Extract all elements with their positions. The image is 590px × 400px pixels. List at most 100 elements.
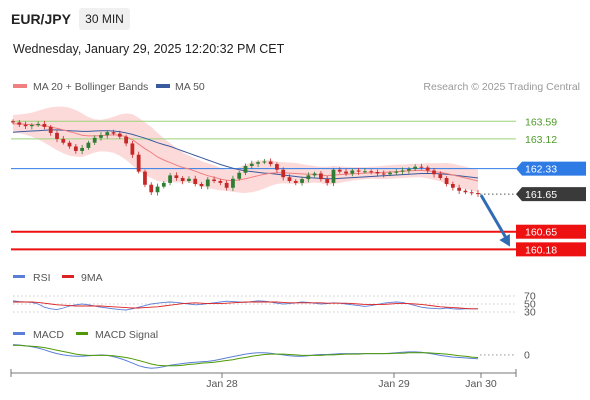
candle-body	[86, 142, 91, 148]
candle-body	[381, 173, 386, 175]
current-price-badge	[516, 187, 586, 202]
timeframe-badge[interactable]	[79, 8, 130, 30]
macd-panel: 0	[12, 344, 530, 369]
candle-body	[55, 132, 59, 139]
pivot-badge	[516, 161, 586, 176]
resistance-label: 163.12	[525, 134, 557, 146]
candle-body	[438, 174, 443, 178]
macd-signal-legend-label: MACD Signal	[95, 329, 158, 341]
ma20-legend-label: MA 20 + Bollinger Bands	[33, 81, 148, 93]
candle-body	[48, 126, 53, 133]
candle-body	[61, 138, 66, 143]
candle-body	[457, 187, 462, 191]
candle-body	[369, 171, 374, 173]
candle-body	[168, 175, 172, 183]
candles-layer	[11, 119, 480, 197]
candle-body	[337, 169, 342, 172]
candle-body	[375, 171, 380, 174]
macd-line	[12, 344, 479, 369]
candle-body	[205, 179, 210, 187]
candle-body	[256, 162, 260, 164]
resistance-label: 163.59	[525, 116, 557, 128]
candle-body	[212, 179, 216, 181]
candle-body	[300, 179, 304, 183]
candle-body	[356, 170, 361, 172]
candle-body	[29, 125, 34, 127]
rsi-ma-legend-swatch	[62, 275, 74, 278]
candle-body	[394, 171, 399, 173]
candle-body	[249, 163, 254, 166]
candle-body	[130, 143, 135, 155]
forecast-arrow	[479, 194, 510, 247]
bollinger-bands-area	[13, 106, 478, 193]
current-price-label: 161.65	[525, 189, 557, 201]
rsi-legend-label: RSI	[33, 272, 51, 284]
candle-body	[136, 154, 141, 172]
candle-body	[42, 123, 47, 127]
ma20-legend-swatch	[13, 84, 27, 88]
candle-body	[363, 171, 367, 173]
candle-body	[275, 164, 279, 170]
ma50-legend-label: MA 50	[175, 81, 205, 93]
x-axis-tick-label: Jan 29	[378, 378, 410, 390]
candle-body	[281, 169, 286, 178]
level-labels-layer: 163.59 163.12 162.33 161.65 160.65 160.18	[516, 116, 586, 257]
candle-body	[218, 181, 223, 183]
candle-body	[350, 170, 355, 174]
forecast-arrow-head	[499, 234, 510, 247]
candle-body	[117, 133, 122, 137]
candle-body	[23, 124, 28, 127]
x-axis-tick-label: Jan 28	[206, 378, 238, 390]
candle-body	[331, 169, 336, 183]
rsi-ma-line	[13, 301, 478, 310]
candle-body	[36, 123, 41, 126]
ma50-legend-swatch	[156, 84, 170, 88]
timeframe-label: 30 MIN	[85, 12, 124, 26]
x-axis-tick-label: Jan 30	[465, 378, 497, 390]
candle-body	[419, 166, 424, 168]
candle-body	[325, 179, 330, 183]
candle-body	[469, 192, 474, 194]
candle-body	[187, 178, 191, 181]
rsi-tick-label: 70	[524, 291, 536, 303]
candle-body	[268, 161, 273, 165]
candle-body	[67, 142, 72, 147]
support-badge	[516, 224, 586, 239]
candle-body	[312, 173, 317, 176]
support-label: 160.18	[525, 244, 557, 256]
candle-body	[105, 132, 110, 136]
support-badge	[516, 242, 586, 257]
forecast-arrow-shaft	[479, 194, 509, 241]
candle-body	[11, 121, 15, 123]
pivot-label: 162.33	[525, 164, 557, 176]
macd-signal-legend-swatch	[76, 332, 88, 335]
datetime-label: Wednesday, January 29, 2025 12:20:32 PM …	[13, 42, 285, 56]
candle-body	[224, 182, 229, 188]
candle-body	[432, 170, 436, 175]
candle-body	[17, 122, 22, 125]
candle-body	[143, 171, 147, 185]
candle-body	[80, 147, 85, 151]
candle-body	[237, 172, 242, 179]
candle-body	[262, 161, 267, 163]
candle-body	[193, 178, 198, 185]
candle-body	[174, 175, 179, 178]
candle-body	[111, 132, 116, 134]
x-axis: Jan 28 Jan 29 Jan 30	[10, 369, 517, 390]
candle-body	[425, 167, 430, 171]
ma20-line	[13, 123, 479, 182]
support-label: 160.65	[525, 227, 557, 239]
candle-body	[180, 177, 185, 181]
price-panel: 163.59 163.12 162.33 161.65 160.65 160.18	[11, 106, 586, 257]
candle-body	[406, 168, 411, 171]
credit-label: Research © 2025 Trading Central	[423, 81, 580, 93]
candle-body	[99, 135, 103, 138]
rsi-legend-swatch	[13, 275, 25, 278]
candle-body	[388, 172, 392, 175]
rsi-ma-legend-label: 9MA	[81, 272, 103, 284]
candle-body	[199, 184, 204, 187]
candle-body	[293, 181, 298, 183]
